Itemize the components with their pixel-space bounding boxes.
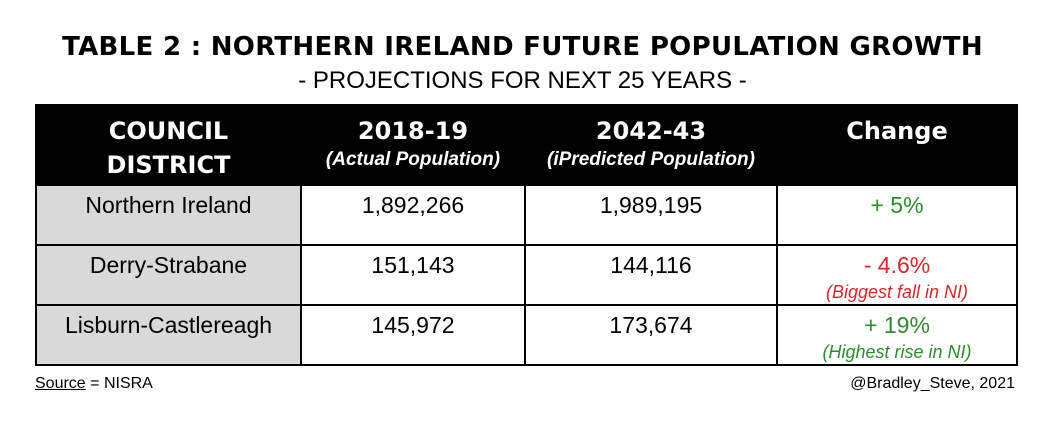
source-note: Source = NISRA	[35, 374, 153, 394]
district-name: Lisburn-Castlereagh	[64, 312, 273, 338]
pop-2018-cell: 151,143	[300, 244, 526, 306]
change-note: (Biggest fall in NI)	[825, 282, 969, 302]
header-year2: 2042-43	[595, 117, 707, 145]
pop-2018-cell: 145,972	[300, 304, 526, 366]
table-row: Derry-Strabane 151,143 144,116 - 4.6% (B…	[35, 244, 1018, 306]
district-cell: Derry-Strabane	[35, 244, 302, 306]
header-district-line1: COUNCIL	[108, 117, 229, 145]
change-cell: + 5%	[776, 184, 1018, 246]
change-cell: - 4.6% (Biggest fall in NI)	[776, 244, 1018, 306]
district-name: Northern Ireland	[85, 192, 252, 218]
table-subtitle: - PROJECTIONS FOR NEXT 25 YEARS -	[298, 67, 747, 94]
population-table: COUNCIL DISTRICT 2018-19 (Actual Populat…	[35, 104, 1018, 366]
district-name: Derry-Strabane	[89, 252, 248, 278]
header-council-district: COUNCIL DISTRICT	[35, 104, 302, 186]
district-cell: Lisburn-Castlereagh	[35, 304, 302, 366]
pop-2042-cell: 144,116	[524, 244, 778, 306]
header-year1: 2018-19	[357, 117, 469, 145]
change-value: + 19%	[864, 312, 930, 338]
change-note: (Highest rise in NI)	[822, 342, 972, 362]
pop-2018-value: 151,143	[371, 252, 455, 278]
credit: @Bradley_Steve, 2021	[850, 375, 1015, 392]
district-cell: Northern Ireland	[35, 184, 302, 246]
pop-2018-value: 1,892,266	[361, 192, 465, 218]
change-value: + 5%	[870, 192, 924, 218]
header-year2-sub: (iPredicted Population)	[547, 149, 755, 170]
table-title: TABLE 2 : NORTHERN IRELAND FUTURE POPULA…	[62, 32, 983, 62]
header-2018: 2018-19 (Actual Population)	[300, 104, 526, 186]
header-2042: 2042-43 (iPredicted Population)	[524, 104, 778, 186]
table-row: Lisburn-Castlereagh 145,972 173,674 + 19…	[35, 304, 1018, 366]
table-row: Northern Ireland 1,892,266 1,989,195 + 5…	[35, 184, 1018, 246]
source-label: Source	[35, 375, 86, 392]
pop-2042-cell: 1,989,195	[524, 184, 778, 246]
header-district-line2: DISTRICT	[106, 151, 231, 179]
pop-2042-value: 144,116	[610, 252, 692, 278]
change-cell: + 19% (Highest rise in NI)	[776, 304, 1018, 366]
header-change: Change	[776, 104, 1018, 186]
pop-2042-value: 173,674	[609, 312, 693, 338]
header-year1-sub: (Actual Population)	[325, 149, 501, 170]
pop-2042-cell: 173,674	[524, 304, 778, 366]
pop-2018-cell: 1,892,266	[300, 184, 526, 246]
header-row: COUNCIL DISTRICT 2018-19 (Actual Populat…	[35, 104, 1018, 186]
header-change-label: Change	[846, 117, 948, 145]
pop-2042-value: 1,989,195	[599, 192, 703, 218]
pop-2018-value: 145,972	[371, 312, 455, 338]
change-value: - 4.6%	[863, 252, 931, 278]
source-value: = NISRA	[85, 375, 153, 392]
